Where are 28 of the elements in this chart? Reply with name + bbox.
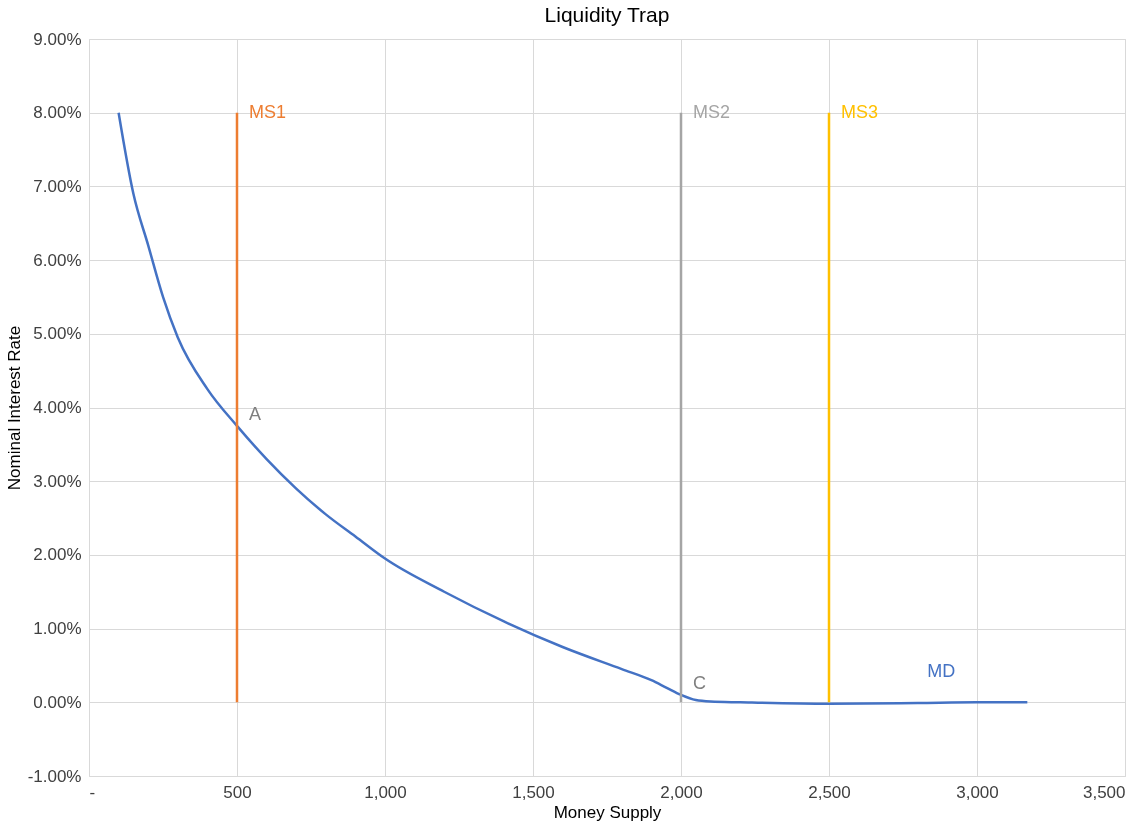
y-axis-title: Nominal Interest Rate xyxy=(4,325,24,491)
chart-title: Liquidity Trap xyxy=(544,3,670,26)
series-label: MS3 xyxy=(841,101,879,122)
y-tick-label: 5.00% xyxy=(33,324,82,344)
y-tick-label: 7.00% xyxy=(33,176,82,196)
x-tick-label: 2,000 xyxy=(660,782,703,802)
x-tick-label: 3,500 xyxy=(1082,782,1126,802)
y-tick-label: 1.00% xyxy=(33,619,82,639)
x-axis-title: Money Supply xyxy=(553,802,662,822)
y-tick-label: 8.00% xyxy=(33,103,82,123)
series-label: MS2 xyxy=(693,101,731,122)
x-tick-label: 2,500 xyxy=(808,782,851,802)
x-tick-label: - xyxy=(89,782,96,802)
x-tick-label: 500 xyxy=(223,782,252,802)
y-tick-label: 2.00% xyxy=(33,545,82,565)
annotation: A xyxy=(249,403,262,424)
y-tick-label: 3.00% xyxy=(33,471,82,491)
annotation: C xyxy=(693,672,706,693)
x-tick-label: 1,000 xyxy=(364,782,407,802)
y-tick-label: 0.00% xyxy=(33,692,82,712)
y-tick-label: 4.00% xyxy=(33,398,82,417)
y-tick-label: -1.00% xyxy=(27,766,82,786)
series-label: MD xyxy=(927,661,956,682)
x-tick-label: 1,500 xyxy=(512,782,555,802)
series-label: MS1 xyxy=(249,101,287,122)
y-tick-label: 9.00% xyxy=(33,29,82,49)
y-tick-label: 6.00% xyxy=(33,250,82,270)
x-tick-label: 3,000 xyxy=(956,782,999,802)
